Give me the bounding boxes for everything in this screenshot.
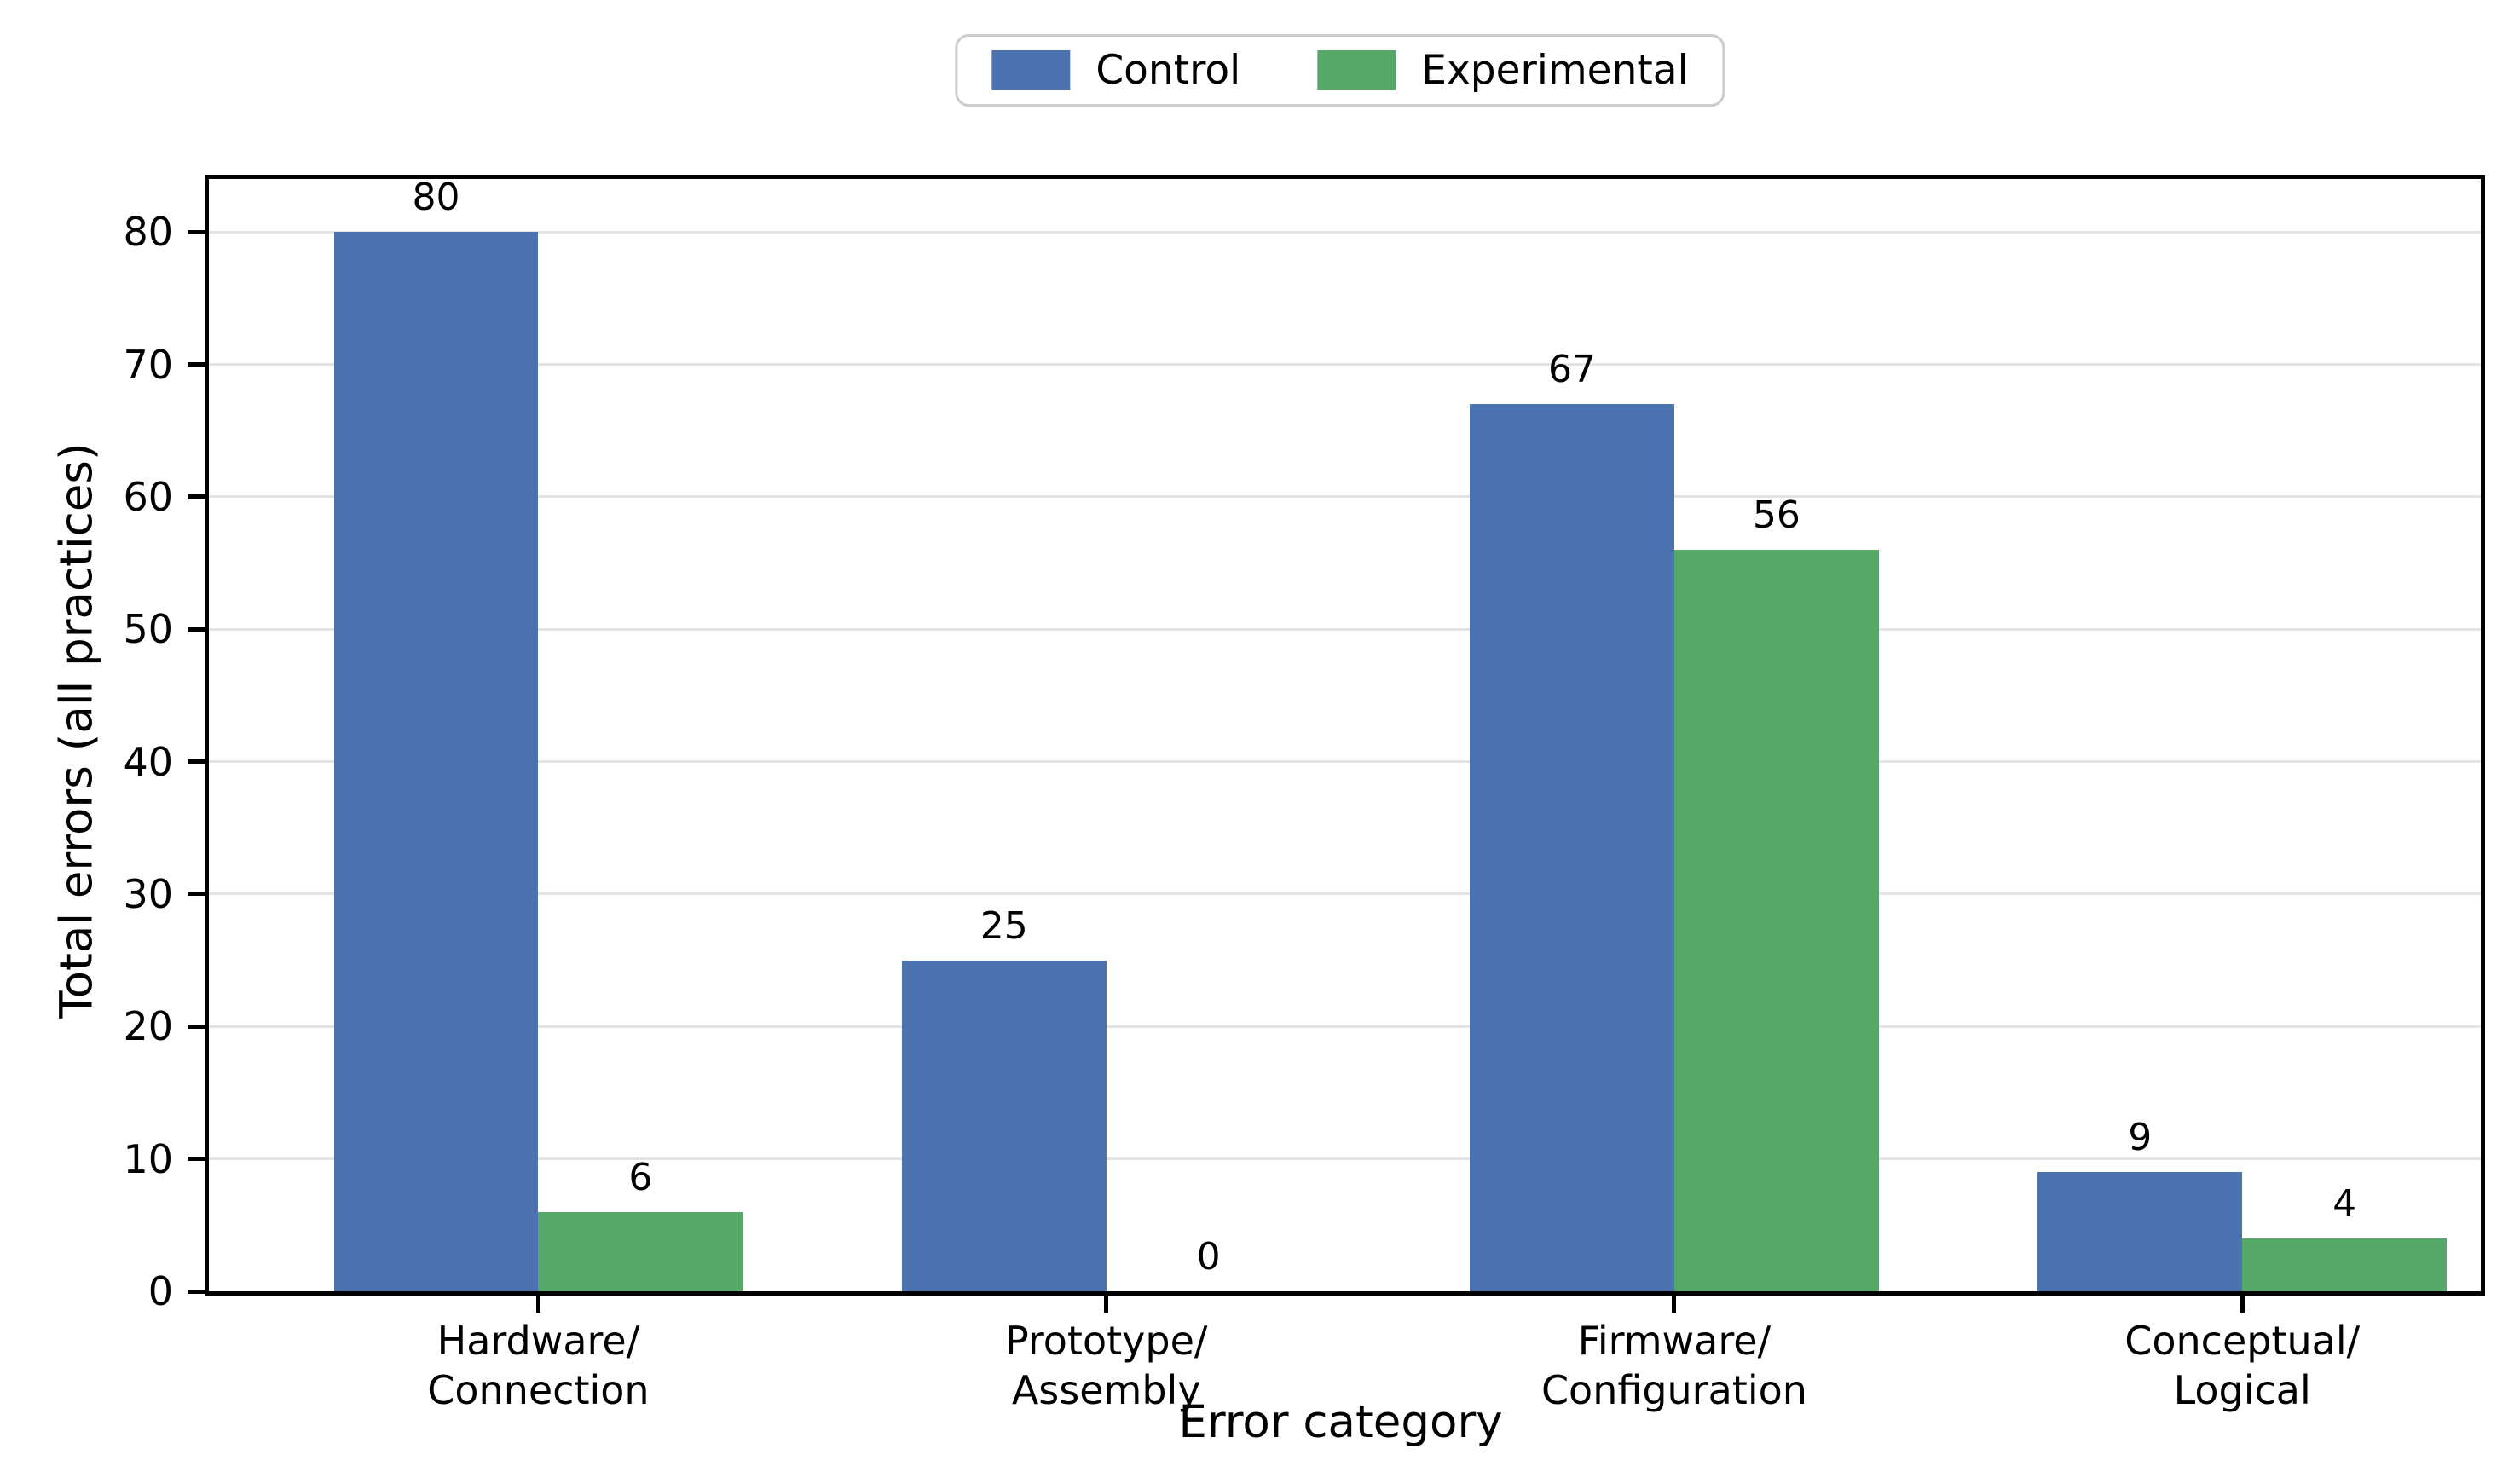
- bar-value-label-control-2: 67: [1547, 348, 1596, 392]
- bar-control-3: [2037, 1172, 2243, 1291]
- x-tick-mark-1: [1104, 1296, 1109, 1313]
- y-axis-title: Total errors (all practices): [50, 442, 103, 1019]
- bar-value-label-experimental-0: 6: [628, 1155, 653, 1199]
- bar-value-label-experimental-2: 56: [1752, 494, 1800, 537]
- x-tick-label-0: Hardware/ Connection: [427, 1318, 650, 1413]
- bar-control-0: [333, 232, 539, 1291]
- bar-value-label-experimental-1: 0: [1196, 1235, 1221, 1279]
- y-tick-mark-50: [188, 626, 205, 632]
- gridline-20: [209, 1025, 2481, 1028]
- y-tick-mark-30: [188, 892, 205, 897]
- gridline-40: [209, 760, 2481, 764]
- legend-item-control: Control: [991, 50, 1240, 90]
- legend-label-experimental: Experimental: [1421, 47, 1689, 94]
- y-tick-label-60: 60: [123, 473, 173, 520]
- y-tick-mark-20: [188, 1024, 205, 1029]
- bar-experimental-3: [2242, 1238, 2448, 1291]
- y-tick-mark-60: [188, 494, 205, 499]
- legend-label-control: Control: [1095, 47, 1241, 94]
- gridline-30: [209, 892, 2481, 896]
- bar-control-2: [1470, 404, 1674, 1291]
- legend: Control Experimental: [955, 34, 1725, 107]
- gridline-60: [209, 495, 2481, 499]
- bar-experimental-0: [538, 1211, 743, 1291]
- bar-value-label-control-1: 25: [980, 903, 1028, 948]
- y-tick-label-30: 30: [123, 870, 173, 917]
- x-tick-label-2: Firmware/ Configuration: [1540, 1318, 1807, 1413]
- legend-swatch-experimental: [1317, 50, 1396, 90]
- x-tick-mark-2: [1672, 1296, 1677, 1313]
- y-tick-label-40: 40: [123, 738, 173, 785]
- x-axis-title: Error category: [1178, 1396, 1503, 1448]
- bar-value-label-control-3: 9: [2128, 1116, 2153, 1160]
- legend-swatch-control: [991, 50, 1071, 90]
- x-tick-label-1: Prototype/ Assembly: [1004, 1318, 1208, 1413]
- bar-experimental-2: [1673, 550, 1879, 1291]
- gridline-50: [209, 627, 2481, 631]
- y-tick-mark-10: [188, 1157, 205, 1162]
- gridline-10: [209, 1157, 2481, 1161]
- bar-value-label-control-0: 80: [412, 176, 460, 220]
- y-tick-mark-80: [188, 229, 205, 234]
- y-tick-label-80: 80: [123, 209, 173, 256]
- x-tick-label-3: Conceptual/ Logical: [2124, 1318, 2361, 1413]
- bar-value-label-experimental-3: 4: [2332, 1181, 2357, 1226]
- y-tick-mark-0: [188, 1289, 205, 1294]
- y-tick-label-50: 50: [123, 606, 173, 653]
- y-tick-mark-40: [188, 759, 205, 765]
- y-tick-label-70: 70: [123, 341, 173, 388]
- x-tick-mark-0: [535, 1296, 540, 1313]
- y-tick-label-20: 20: [123, 1003, 173, 1050]
- gridline-80: [209, 230, 2481, 234]
- bar-control-1: [901, 960, 1107, 1291]
- legend-item-experimental: Experimental: [1317, 47, 1689, 94]
- y-tick-label-10: 10: [123, 1135, 173, 1182]
- plot-area: 0 10 20 30 40 50 60 70 80 Hardware/ Connection 80 6…: [123, 175, 2485, 1413]
- x-tick-mark-3: [2240, 1296, 2245, 1313]
- y-tick-label-0: 0: [147, 1268, 173, 1314]
- y-tick-mark-70: [188, 362, 205, 367]
- gridline-70: [209, 363, 2481, 366]
